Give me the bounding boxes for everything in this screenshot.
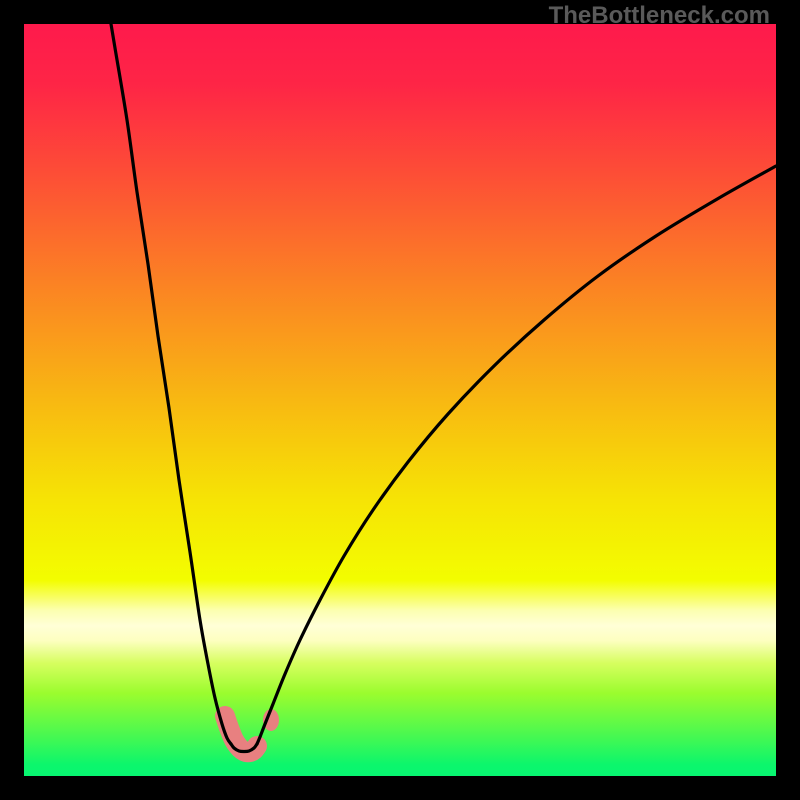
chart-container: TheBottleneck.com: [0, 0, 800, 800]
chart-svg: [24, 24, 776, 776]
gradient-background: [24, 24, 776, 776]
watermark-text: TheBottleneck.com: [549, 2, 770, 30]
plot-area: [24, 24, 776, 776]
